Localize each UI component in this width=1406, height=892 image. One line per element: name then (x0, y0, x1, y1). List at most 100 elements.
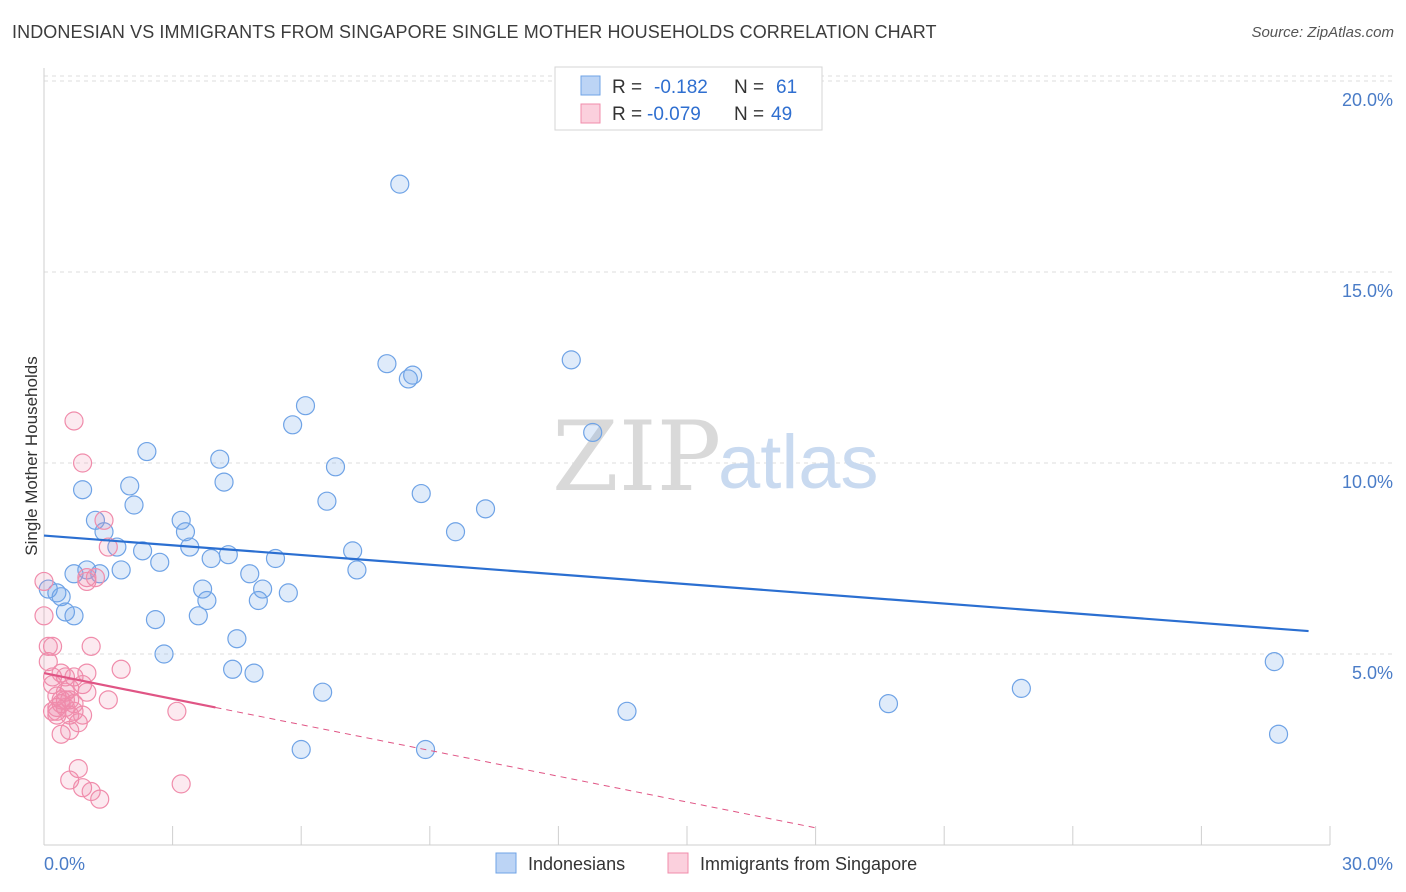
singapore-point-35 (81, 636, 101, 656)
y-tick-labels: 5.0% 10.0% 15.0% 20.0% (1342, 90, 1393, 683)
indonesians-point-28 (214, 472, 234, 492)
legend-r-value-2: -0.079 (647, 104, 701, 125)
indonesians-point-50 (411, 483, 431, 504)
indonesians-point-34 (248, 590, 268, 611)
series-legend-label-singapore: Immigrants from Singapore (700, 854, 917, 874)
indonesians-point-53 (475, 499, 496, 519)
indonesians-point-41 (313, 682, 333, 702)
singapore-trend-line (43, 672, 216, 709)
singapore-point-39 (98, 537, 118, 557)
indonesians-point-54 (561, 350, 581, 370)
indonesians-point-2 (51, 587, 71, 607)
indonesians-point-43 (325, 457, 346, 477)
data-points (34, 174, 1289, 809)
singapore-point-1 (34, 606, 54, 626)
singapore-point-26 (72, 453, 93, 473)
indonesians-point-15 (132, 541, 153, 561)
indonesians-point-38 (283, 415, 303, 435)
series-legend-swatch-singapore (667, 852, 689, 874)
singapore-point-28 (72, 705, 93, 725)
y-tick-label-2: 15.0% (1342, 281, 1393, 301)
indonesians-point-19 (154, 644, 174, 664)
y-tick-label-3: 20.0% (1342, 90, 1393, 110)
legend-r-label-2: R = (612, 104, 642, 125)
indonesians-point-37 (278, 583, 298, 603)
singapore-point-46 (55, 697, 76, 718)
singapore-trend-extension (215, 706, 816, 829)
indonesians-point-24 (193, 579, 213, 599)
y-tick-label-1: 10.0% (1342, 472, 1393, 492)
y-axis-label: Single Mother Households (22, 356, 41, 555)
indonesians-point-17 (145, 610, 166, 630)
series-legend: Indonesians Immigrants from Singapore (495, 852, 917, 874)
indonesians-point-47 (390, 174, 410, 194)
indonesians-point-60 (1268, 724, 1289, 744)
series-legend-label-indonesians: Indonesians (528, 854, 625, 874)
legend-n-value-2: 49 (771, 104, 792, 125)
indonesians-point-59 (1264, 652, 1284, 672)
legend-swatch-singapore (580, 103, 601, 124)
indonesians-point-55 (583, 422, 603, 443)
singapore-point-37 (90, 789, 110, 809)
indonesians-point-39 (291, 739, 311, 760)
indonesians-point-18 (150, 552, 170, 572)
indonesians-point-46 (377, 354, 397, 374)
indonesians-point-32 (240, 564, 260, 584)
x-tick-label-0: 0.0% (44, 854, 85, 874)
indonesians-point-49 (403, 365, 423, 385)
indonesians-trend-line (43, 534, 1309, 633)
watermark-zip: ZIP (552, 401, 721, 513)
indonesians-point-20 (171, 510, 191, 530)
axes (43, 68, 1331, 846)
singapore-point-0 (34, 571, 54, 592)
trend-lines (43, 534, 1309, 829)
indonesians-point-6 (72, 480, 93, 500)
series-legend-swatch-indonesians (495, 852, 517, 874)
watermark-atlas: atlas (718, 420, 879, 505)
singapore-point-48 (60, 678, 80, 698)
legend-n-label-1: N = (734, 77, 764, 98)
indonesians-point-58 (1011, 678, 1031, 698)
indonesians-point-40 (295, 396, 316, 416)
y-tick-label-0: 5.0% (1352, 663, 1393, 683)
source-credit: Source: ZipAtlas.com (1251, 24, 1394, 41)
indonesians-point-16 (137, 441, 157, 462)
x-tick-labels: 0.0% 30.0% (44, 854, 1393, 874)
indonesians-point-25 (197, 590, 217, 611)
chart-title: INDONESIAN VS IMMIGRANTS FROM SINGAPORE … (12, 22, 937, 42)
stats-legend: R = -0.182 N = 61 R = -0.079 N = 49 (554, 66, 823, 131)
singapore-point-38 (94, 510, 114, 530)
singapore-point-24 (68, 758, 88, 779)
indonesians-point-26 (201, 548, 221, 569)
legend-n-label-2: N = (734, 104, 764, 125)
indonesians-point-35 (253, 579, 273, 599)
x-tick-label-1: 30.0% (1342, 854, 1393, 874)
singapore-point-36 (85, 567, 106, 588)
legend-r-label-1: R = (612, 77, 642, 98)
singapore-point-47 (42, 701, 63, 721)
indonesians-point-4 (64, 606, 84, 626)
indonesians-point-27 (210, 449, 230, 469)
indonesians-point-23 (188, 606, 208, 626)
indonesians-point-44 (343, 541, 363, 561)
indonesians-point-42 (317, 491, 337, 511)
singapore-point-41 (111, 659, 131, 679)
singapore-point-32 (77, 682, 97, 702)
singapore-point-3 (38, 652, 58, 672)
legend-r-value-1: -0.182 (654, 77, 708, 98)
indonesians-point-14 (124, 495, 144, 515)
legend-swatch-indonesians (580, 75, 601, 96)
watermark: ZIP atlas (552, 401, 879, 513)
indonesians-point-56 (617, 701, 637, 721)
indonesians-point-52 (445, 522, 466, 542)
indonesians-point-13 (120, 476, 140, 496)
singapore-point-40 (98, 690, 118, 710)
singapore-point-5 (42, 636, 63, 656)
singapore-point-20 (64, 411, 84, 431)
singapore-point-43 (171, 774, 191, 794)
singapore-point-2 (38, 636, 58, 656)
indonesians-point-30 (223, 659, 243, 679)
legend-n-value-1: 61 (776, 77, 797, 98)
indonesians-point-21 (175, 522, 196, 542)
